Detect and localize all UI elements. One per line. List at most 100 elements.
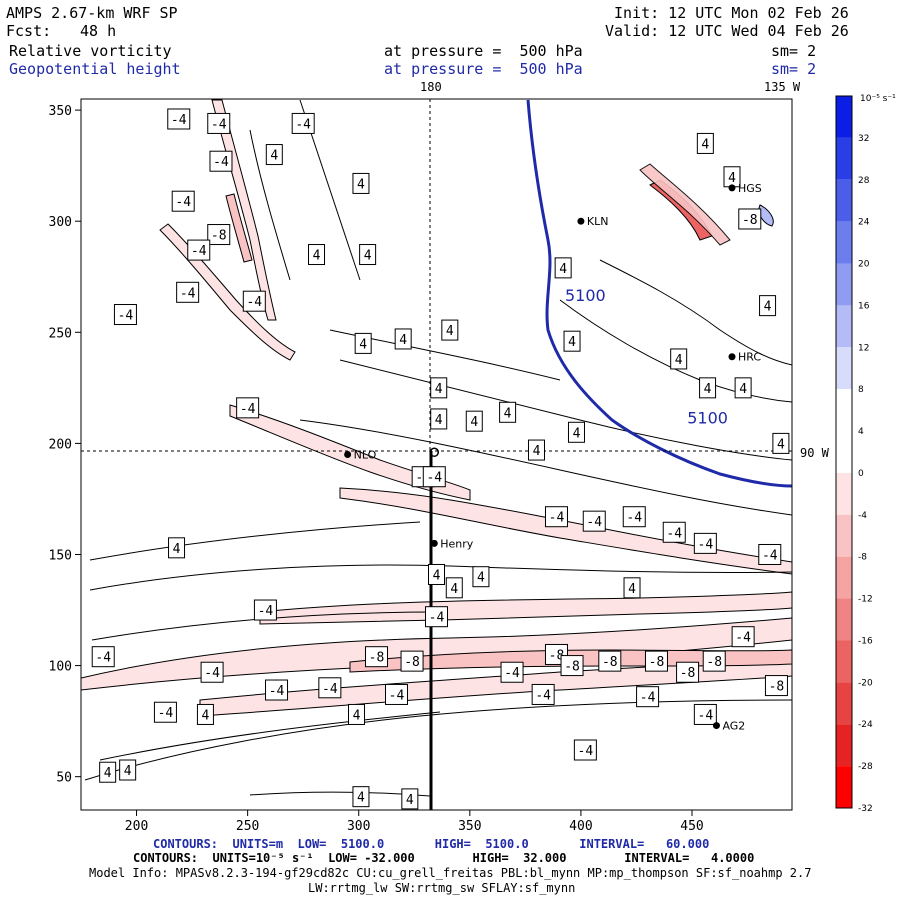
colorbar: 10⁻⁵ s⁻¹ 32 28 24 20 16 12 8 4 0 -4 -8 -12 -16 -20 -24 -…: [835, 94, 896, 814]
station-label: Henry: [440, 537, 474, 550]
vorticity-label: 4: [675, 353, 683, 368]
vorticity-label-box: [560, 655, 584, 677]
colorbar-tick-label: -16: [858, 636, 873, 646]
vorticity-label-box: [99, 761, 117, 783]
vorticity-label: 4: [446, 324, 454, 339]
vorticity-label: 4: [777, 437, 785, 452]
vorticity-label: -8: [369, 651, 385, 666]
vorticity-label-box: [153, 701, 177, 723]
height-label-layer: 5100 5100: [565, 286, 728, 427]
vorticity-label: -4: [735, 631, 751, 646]
vorticity-label-box: [598, 650, 622, 672]
station-label: KLN: [587, 215, 609, 228]
colorbar-swatch: [836, 263, 852, 306]
vorticity-line-5: [299, 419, 792, 516]
vorticity-label-box: [352, 172, 370, 194]
vorticity-band-south-3: [259, 591, 792, 625]
vorticity-label-box: [693, 703, 717, 725]
vorticity-label-box: [531, 683, 555, 705]
contour-label-layer: -4-4-4-444-4-8-444-4-4-44444-444444-4-44…: [91, 108, 790, 810]
colorbar-tick-label: -12: [858, 595, 873, 605]
vorticity-label-box: [567, 421, 585, 443]
y-tick-label: 200: [49, 437, 72, 452]
vorticity-label: -4: [211, 117, 227, 132]
colorbar-tick-label: 28: [858, 176, 870, 186]
vorticity-label: -8: [680, 666, 696, 681]
vorticity-label-box: [385, 683, 409, 705]
vorticity-label-box: [702, 650, 726, 672]
vorticity-label-box: [168, 537, 186, 559]
vorticity-label-box: [662, 521, 686, 543]
colorbar-swatch: [836, 347, 852, 390]
vorticity-label-box: [318, 677, 342, 699]
footer-height-contours: CONTOURS: UNITS=m LOW= 5100.0 HIGH= 5100…: [153, 837, 710, 851]
vorticity-label-box: [200, 661, 224, 683]
vorticity-label-box: [636, 686, 660, 708]
vorticity-label-box: [670, 348, 688, 370]
vorticity-label: -4: [158, 706, 174, 721]
vorticity-label: -4: [549, 511, 565, 526]
vorticity-label-box: [644, 650, 668, 672]
vorticity-label-box: [430, 408, 448, 430]
station-label: HRC: [738, 351, 761, 364]
vorticity-line-layer: [84, 99, 792, 797]
vorticity-label: 4: [124, 764, 132, 779]
fcst-value: 48 h: [80, 22, 117, 40]
vorticity-band-mid-1: [339, 487, 792, 575]
y-tick-label: 250: [49, 326, 72, 341]
vorticity-label: 4: [173, 542, 181, 557]
y-tick-label: 50: [56, 771, 72, 786]
vorticity-label-box: [167, 108, 191, 130]
vorticity-label-box: [171, 190, 195, 212]
vorticity-label: -4: [429, 611, 445, 626]
colorbar-tick-label: -28: [858, 762, 873, 772]
station-marker: [344, 451, 352, 458]
vorticity-label-box: [400, 650, 424, 672]
x-tick-label: 400: [569, 819, 592, 834]
vorticity-label: -4: [213, 155, 229, 170]
colorbar-tick-label: 24: [858, 218, 870, 228]
vorticity-label-box: [738, 208, 762, 230]
station-label: AG2: [722, 720, 745, 733]
colorbar-tick-label: 4: [858, 427, 864, 437]
pressure-vorticity: at pressure = 500 hPa: [384, 42, 583, 60]
vorticity-label: 4: [450, 582, 458, 597]
vorticity-label: 4: [270, 149, 278, 164]
vorticity-label: -4: [269, 684, 285, 699]
colorbar-swatch: [836, 766, 852, 808]
vorticity-label: -4: [762, 548, 778, 563]
vorticity-label-box: [359, 244, 377, 266]
colorbar-swatch: [836, 431, 852, 473]
vorticity-label-box: [352, 786, 370, 808]
vorticity-label-box: [441, 319, 459, 341]
vorticity-label: -4: [295, 117, 311, 132]
valid-time: Valid: 12 UTC Wed 04 Feb 26: [605, 22, 849, 40]
x-tick-label: 350: [458, 819, 481, 834]
vorticity-label: -4: [246, 295, 262, 310]
station-marker: [728, 353, 736, 361]
station-marker: [577, 217, 585, 225]
pressure-geopotential: at pressure = 500 hPa: [384, 60, 583, 78]
vorticity-label-box: [176, 281, 200, 303]
vorticity-label-box: [582, 510, 606, 532]
smoothing-geopotential: sm= 2: [771, 60, 817, 78]
vorticity-band-nw-2: [225, 193, 253, 263]
colorbar-tick-label: 20: [858, 260, 870, 270]
vorticity-label: -4: [95, 651, 111, 666]
vorticity-label: -8: [211, 229, 227, 244]
vorticity-label: -4: [191, 244, 207, 259]
vorticity-label: 4: [364, 249, 372, 264]
vorticity-label-box: [563, 330, 581, 352]
vorticity-line-2: [99, 711, 441, 761]
lon-label-180: 180: [420, 80, 442, 94]
vorticity-label: -4: [586, 515, 602, 530]
cross-section-endpoint: [429, 447, 440, 458]
vorticity-label: -8: [706, 655, 722, 670]
vorticity-label-box: [764, 675, 788, 697]
vorticity-label-box: [119, 759, 137, 781]
vorticity-label: 4: [359, 337, 367, 352]
vorticity-label-box: [394, 328, 412, 350]
y-axis: 50 100 150 200 250 300 350: [49, 104, 81, 786]
vorticity-label-box: [731, 626, 755, 648]
